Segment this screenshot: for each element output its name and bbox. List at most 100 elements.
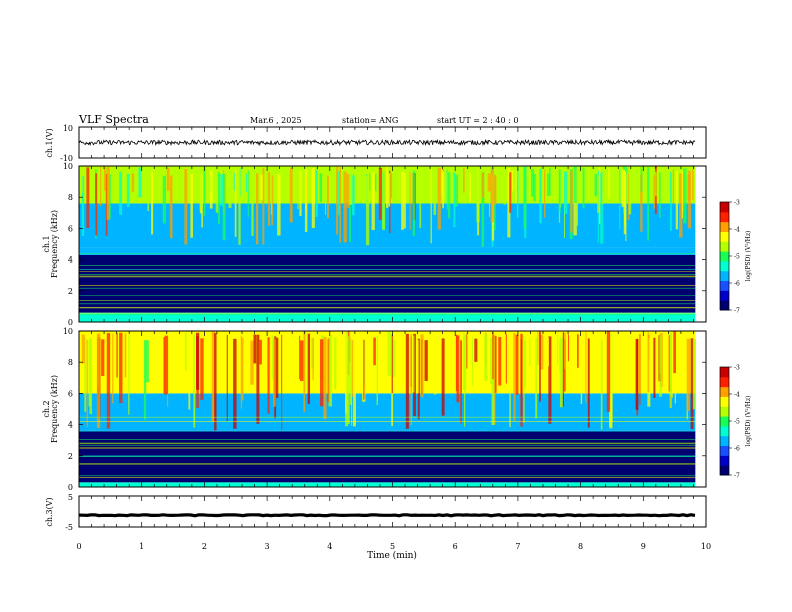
spectrogram-streak — [417, 338, 420, 420]
x-tick-label: 9 — [641, 542, 646, 551]
ch3-waveform-trace — [78, 513, 696, 518]
spectrogram-streak — [640, 166, 643, 192]
spectrogram-streak — [130, 331, 133, 371]
spectrogram-streak — [405, 333, 409, 429]
spectrogram-streak — [184, 168, 188, 245]
ch3-waveform-ticks — [78, 496, 707, 527]
spectrogram-streak — [516, 168, 519, 218]
spectrogram-streak — [166, 167, 170, 191]
spectrogram-streak — [606, 331, 611, 412]
ch2-spectrogram-image — [79, 331, 706, 487]
y-tick-label: 8 — [68, 193, 73, 202]
spectrogram-streak — [401, 171, 404, 230]
spectrogram-streak — [253, 334, 257, 364]
spectrogram-streak — [429, 340, 432, 372]
spectrogram-streak — [281, 334, 283, 430]
spectrogram-streak — [494, 336, 497, 393]
spectrogram-streak — [164, 335, 168, 395]
spectrogram-streak — [103, 167, 106, 191]
spectrogram-streak — [412, 170, 415, 237]
y-tick-label: 2 — [68, 452, 73, 461]
spectrogram-streak — [608, 168, 610, 199]
spectrogram-streak — [455, 334, 458, 392]
colorbar-segment — [720, 251, 729, 262]
spectrogram-streak — [625, 173, 627, 241]
spectrogram-streak — [346, 174, 350, 208]
spectrogram-streak — [109, 174, 111, 219]
spectrogram-streak — [491, 337, 495, 426]
colorbar-tick-label: -3 — [734, 200, 740, 207]
spectrogram-streak — [371, 172, 375, 231]
spectrogram-streak — [95, 173, 98, 236]
spectrogram-streak — [215, 168, 219, 213]
y-tick-label: 6 — [68, 389, 73, 398]
spectrogram-streak — [524, 340, 527, 388]
spectrogram-streak — [106, 166, 110, 220]
spectrogram-streak — [315, 169, 318, 217]
spectrogram-streak — [513, 332, 516, 421]
spectrogram-streak — [577, 334, 579, 368]
ch1-spectrogram-panel: 0 2 4 6 8 10 ch.1 Frequency (kHz) — [42, 162, 707, 327]
spectrogram-streak — [585, 331, 587, 404]
spectrogram-streak — [586, 338, 588, 371]
spectrogram-streak — [442, 170, 444, 209]
spectrogram-streak — [373, 337, 376, 366]
ch2-spectrogram-ylabel: Frequency (kHz) — [50, 375, 59, 443]
spectrogram-streak — [141, 331, 146, 371]
spectrogram-streak — [119, 332, 123, 404]
colorbar-label: log(PSD) (V²/Hz) — [745, 396, 752, 447]
spectrogram-streak — [535, 337, 538, 419]
spectrogram-streak — [683, 168, 687, 224]
colorbar-segment — [720, 270, 729, 282]
spectrogram-streak — [576, 172, 578, 226]
spectrogram-streak — [203, 166, 206, 217]
spectrogram-streak — [557, 331, 559, 366]
spectrogram-streak — [410, 333, 413, 426]
spectrogram-streak — [376, 335, 378, 406]
spectrogram-streak — [328, 335, 332, 407]
spectrogram-streak — [326, 175, 329, 218]
spectrogram-streak — [437, 167, 441, 230]
spectrogram-streak — [169, 175, 173, 239]
spectrogram-streak — [420, 334, 424, 398]
spectrogram-streak — [245, 173, 248, 193]
x-tick-label: 10 — [701, 542, 711, 551]
spectrogram-streak — [307, 333, 311, 405]
spectrogram-streak — [597, 175, 600, 213]
spectrogram-streak — [446, 169, 448, 210]
spectrogram-streak — [81, 175, 85, 236]
colorbar-tick-label: -3 — [734, 365, 740, 372]
x-tick-label: 8 — [578, 542, 583, 551]
ch1-colorbar: -3 -4 -5 -6 -7 log(PSD) (V²/Hz) — [719, 200, 752, 315]
colorbar-segment — [720, 435, 729, 447]
spectrogram-streak — [559, 338, 561, 372]
spectrogram-streak — [86, 339, 88, 427]
ch2-spectrogram-panel: 0 2 4 6 8 10 ch.2 Frequency (kHz) — [42, 327, 707, 492]
spectrogram-streak — [323, 336, 327, 419]
ch1-spectrogram-ylabel: Frequency (kHz) — [50, 210, 59, 278]
spectrogram-streak — [382, 169, 385, 230]
spectrogram-streak — [277, 174, 281, 236]
spectrogram-streak — [509, 334, 511, 428]
spectrogram-streak — [466, 333, 468, 369]
ch3-ytick-top: 5 — [68, 493, 73, 502]
spectrogram-streak — [539, 168, 542, 224]
spectrogram-streak — [600, 172, 604, 244]
spectrogram-streak — [271, 175, 274, 226]
colorbar-segment — [720, 445, 729, 456]
colorbar-tick-label: -4 — [734, 227, 740, 234]
spectrogram-streak — [98, 167, 101, 192]
spectrogram-streak — [267, 337, 270, 414]
spectrogram-streak — [659, 172, 661, 218]
spectrogram-streak — [647, 332, 650, 393]
spectrogram-streak — [672, 169, 675, 204]
spectrogram-streak — [119, 171, 123, 215]
colorbar-segment — [720, 241, 729, 252]
spectrogram-streak — [490, 168, 495, 223]
spectrogram-streak — [484, 333, 488, 381]
spectrogram-streak — [241, 337, 244, 401]
x-tick-label: 1 — [139, 542, 144, 551]
spectrogram-streak — [388, 173, 391, 207]
spectrogram-streak — [609, 335, 613, 429]
spectrogram-streak — [207, 175, 211, 194]
